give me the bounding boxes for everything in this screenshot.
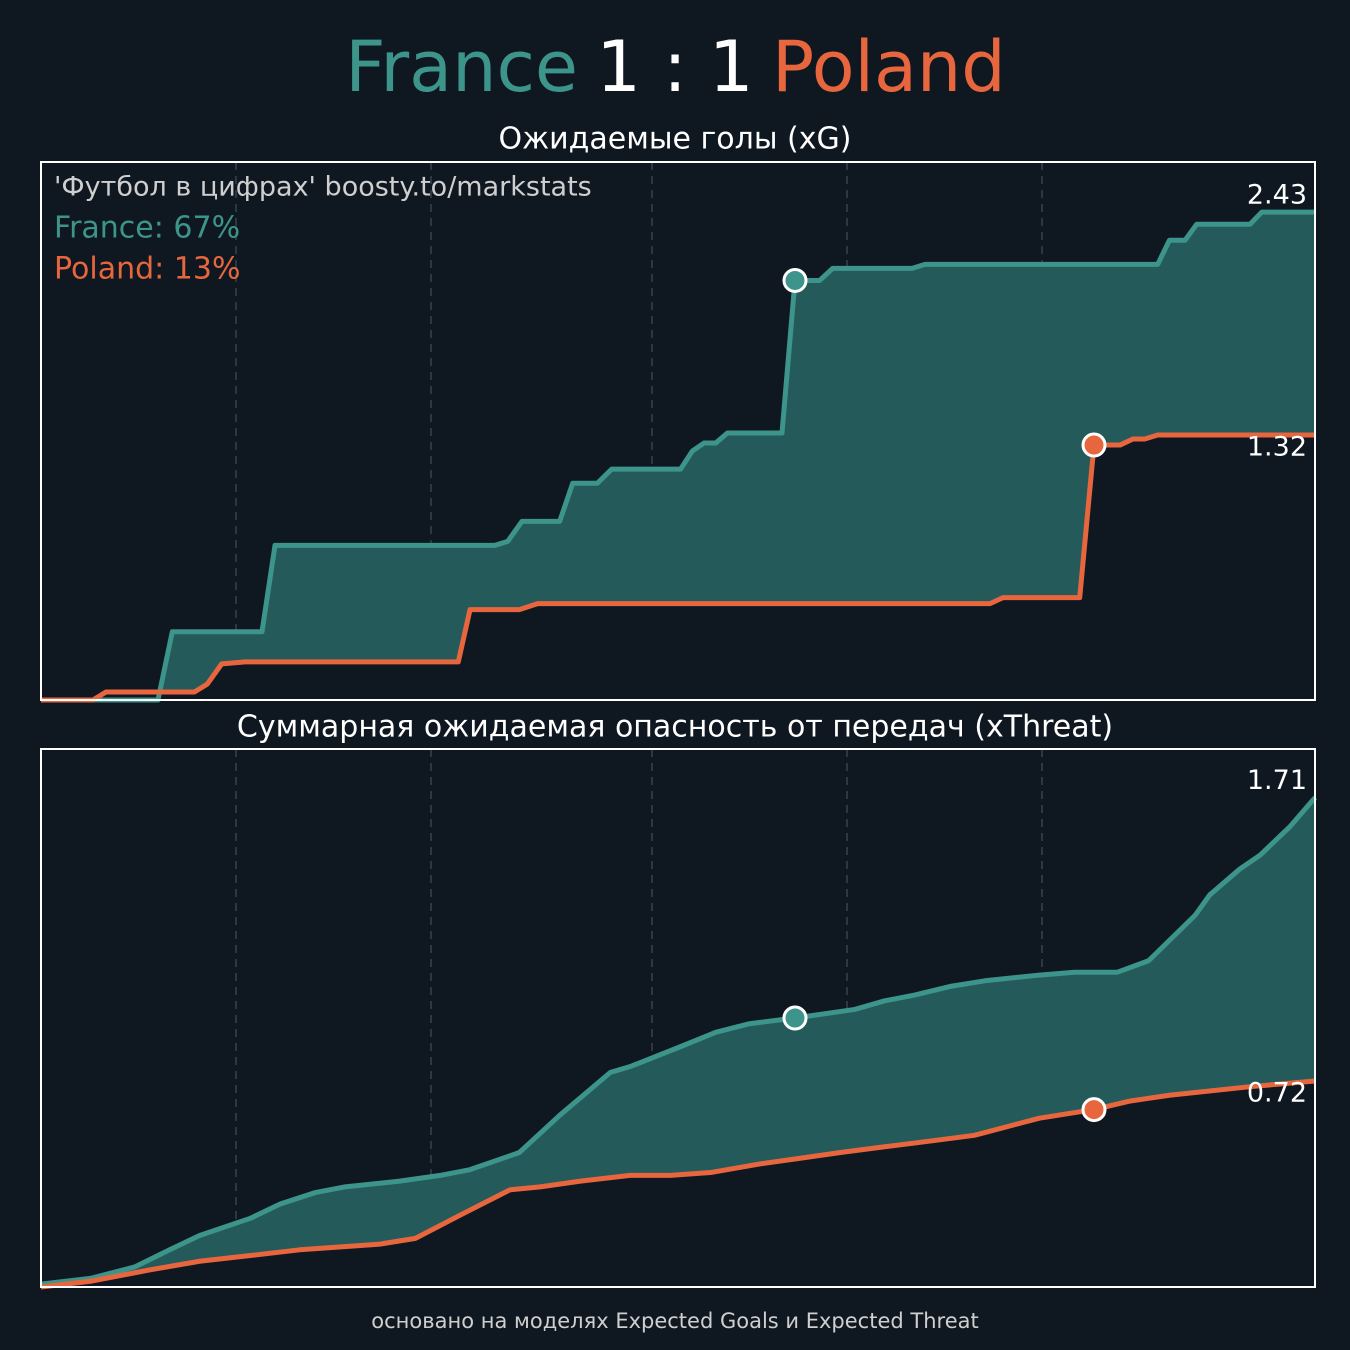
line (41, 432, 1315, 703)
score: 1 : 1 (596, 26, 753, 108)
line (41, 209, 1315, 703)
end-value-label: 2.43 (1247, 180, 1307, 211)
end-value-label: 1.71 (1247, 765, 1307, 796)
plot-frame (40, 161, 1316, 701)
line (40, 1078, 1316, 1290)
area (41, 1080, 1315, 1287)
away-team: Poland (772, 26, 1006, 108)
annotation: France: 67% (54, 211, 240, 246)
line (40, 796, 1317, 1287)
area (41, 212, 1315, 700)
plot-frame (40, 748, 1316, 1288)
goal-marker (1081, 432, 1107, 458)
annotation: Poland: 13% (54, 252, 240, 287)
chart-subtitle: Суммарная ожидаемая опасность от передач… (237, 710, 1113, 745)
annotation: 'Футбол в цифрах' boosty.to/markstats (54, 172, 592, 203)
area (41, 435, 1315, 700)
footer: основано на моделях Expected Goals и Exp… (371, 1309, 978, 1333)
chart-subtitle: Ожидаемые голы (xG) (499, 122, 852, 157)
goal-marker (782, 1005, 808, 1031)
home-team: France (345, 26, 578, 108)
end-value-label: 0.72 (1247, 1077, 1307, 1108)
goal-marker (782, 267, 808, 293)
end-value-label: 1.32 (1247, 432, 1307, 463)
goal-marker (1081, 1097, 1107, 1123)
